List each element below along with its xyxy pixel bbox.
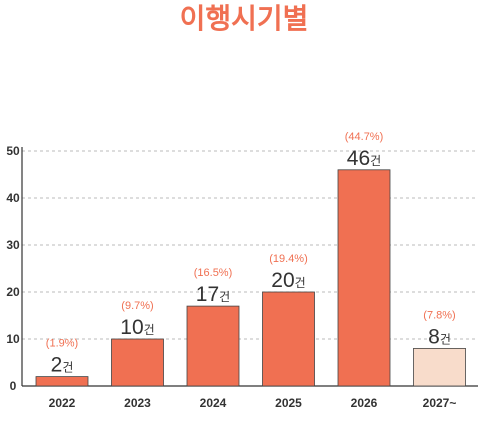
value-label: 46건 bbox=[347, 147, 381, 170]
y-tick-label: 0 bbox=[10, 379, 17, 393]
bar bbox=[35, 376, 89, 387]
percent-label: (7.8%) bbox=[423, 309, 455, 321]
y-tick-label: 40 bbox=[6, 191, 20, 205]
bar bbox=[111, 338, 164, 387]
value-label: 8건 bbox=[428, 325, 451, 348]
chart-title: 이행시기별 bbox=[180, 2, 309, 35]
percent-label: (16.5%) bbox=[194, 267, 233, 279]
value-label: 10건 bbox=[120, 316, 154, 339]
y-tick-label: 30 bbox=[6, 238, 20, 252]
y-tick-label: 50 bbox=[6, 144, 20, 158]
bar bbox=[262, 291, 315, 387]
x-tick-label: 2025 bbox=[275, 396, 302, 410]
data-labels: 2건 (1.9%) 10건 (9.7%) 17건 (16.5%) 20건 (19.4%) 46건… bbox=[46, 131, 456, 377]
axes: 0 10 20 30 40 50 2022 2023 2024 2025 2026 2027~ bbox=[6, 144, 478, 410]
value-label: 20건 bbox=[271, 269, 305, 292]
bars bbox=[35, 169, 466, 387]
grid bbox=[22, 150, 478, 340]
x-tick-label: 2023 bbox=[124, 396, 151, 410]
percent-label: (9.7%) bbox=[121, 300, 153, 312]
percent-label: (1.9%) bbox=[46, 338, 78, 350]
bar bbox=[337, 169, 391, 387]
percent-label: (44.7%) bbox=[345, 131, 384, 143]
x-tick-label: 2022 bbox=[49, 396, 76, 410]
y-tick-label: 10 bbox=[6, 332, 20, 346]
x-tick-label: 2026 bbox=[351, 396, 378, 410]
bar bbox=[186, 305, 240, 387]
x-tick-label: 2024 bbox=[200, 396, 227, 410]
bar bbox=[413, 347, 466, 387]
value-label: 17건 bbox=[196, 283, 230, 306]
value-label: 2건 bbox=[51, 354, 74, 377]
x-tick-label: 2027~ bbox=[423, 396, 457, 410]
percent-label: (19.4%) bbox=[269, 253, 308, 265]
y-tick-label: 20 bbox=[6, 285, 20, 299]
